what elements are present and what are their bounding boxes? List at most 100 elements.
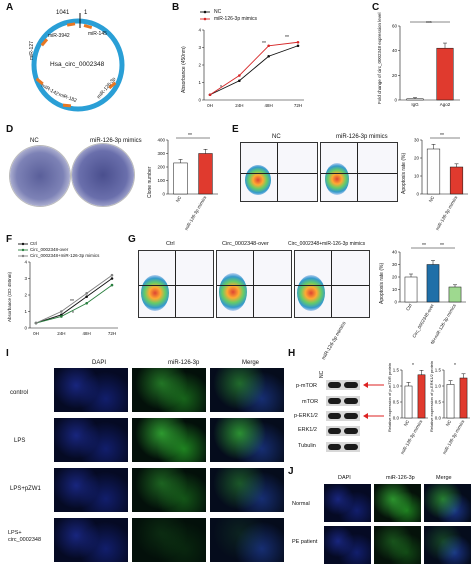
mirna-label-3942: miR-3942	[48, 33, 70, 39]
panel-f: 0 1 2 3 4 0H 24H 48H 72H Ctrl Circ_0002348-over …	[7, 240, 124, 344]
chart-b-ytick-label: 1	[198, 80, 201, 85]
chart-b-series-line	[209, 41, 299, 96]
legend-f-combo: Circ_0002348+miR-126-3p mimics	[30, 253, 100, 258]
circ-ring	[31, 18, 125, 112]
chart-g-xtick-label: Ctrl	[405, 303, 413, 312]
panel-letter-c: C	[372, 2, 380, 13]
legend-b-mimics-marker	[203, 17, 207, 21]
chart-d-bar	[198, 153, 213, 195]
chart-e-ytick-label: 0	[416, 192, 419, 197]
chart-c-xtick-label: IgG	[411, 102, 419, 107]
chart-g-bar	[448, 286, 462, 303]
panel-a-schematic: 1041 1 Hsa_circ_0002348 miR-145 miR-3942…	[18, 10, 138, 120]
sig-g-1: **	[422, 243, 426, 249]
legend-b-nc-marker	[203, 10, 207, 14]
band-label-tubulin: Tubulin	[298, 443, 316, 449]
flow-plot-g-over	[216, 250, 292, 318]
panel-i: DAPI miR-126-3p Merge control LPS LPS+pZ…	[8, 356, 284, 566]
chart-b-svg: 0 1 2 3 4 0H 24H 48H 72H	[198, 10, 304, 108]
chart-d-xtick-label: NC	[175, 194, 183, 203]
chart-b-ytick-label: 4	[198, 28, 201, 33]
micrograph-i-image-r2-c1	[132, 468, 206, 512]
band-label-erk: ERK1/2	[298, 427, 317, 433]
chart-f-series-point	[34, 321, 38, 325]
chart-f-ytick-label: 1	[24, 309, 27, 314]
micrograph-j-image-r0-c0	[324, 484, 371, 522]
col-i-mir: miR-126-3p	[168, 360, 200, 366]
chart-e-bar	[426, 148, 441, 195]
chart-b-series-point	[296, 40, 300, 44]
sig-h1: *	[412, 363, 414, 369]
chart-h1-bar	[404, 385, 413, 419]
chart-f-series-point	[85, 301, 88, 305]
chart-d-ytick-label: 300	[157, 151, 165, 156]
micrograph-i-image-r3-c1	[132, 518, 206, 562]
western-blot	[326, 380, 360, 458]
chart-g-ytick-label: 10	[392, 287, 398, 292]
mirna-label-145: miR-145	[88, 31, 107, 37]
panel-letter-j: J	[288, 466, 294, 477]
chart-d-ytick-label: 100	[157, 178, 165, 183]
flow-plot-g-ctrl	[138, 250, 214, 318]
label-e-nc: NC	[272, 134, 281, 140]
chart-f-series-line	[35, 278, 113, 324]
chart-d-bar	[173, 162, 188, 195]
legend-f-over: Circ_0002348-over	[30, 247, 69, 252]
micrograph-j-image-r1-c1	[374, 526, 421, 564]
chart-f-series-point	[85, 295, 88, 298]
panel-letter-b: B	[172, 2, 180, 13]
panel-letter-a: A	[6, 2, 14, 13]
micrograph-grid-j	[324, 484, 472, 566]
label-g-over: Circ_0002348-over	[222, 241, 269, 247]
mirna-site-5	[62, 103, 72, 108]
legend-f-ctrl: Ctrl	[30, 241, 37, 246]
row-i-control: control	[10, 390, 29, 396]
micrograph-i-image-r2-c0	[54, 468, 128, 512]
ylabel-d: Clone number	[147, 166, 153, 198]
row-j-pe: PE patient	[292, 539, 318, 545]
ylabel-h2: Relative expression of p-ERK1/2 protein	[429, 360, 434, 432]
panel-letter-h: H	[288, 348, 296, 359]
panel-letter-e: E	[232, 124, 239, 135]
flow-plot-g-combo	[294, 250, 370, 318]
ylabel-c: Fold change of circ_0002348 expression l…	[377, 12, 382, 104]
chart-f-series-line	[35, 274, 113, 324]
micrograph-i-image-r2-c2	[210, 468, 284, 512]
micrograph-j-image-r0-c1	[374, 484, 421, 522]
chart-f-ytick-label: 2	[24, 293, 27, 298]
chart-d-ytick-label: 200	[157, 165, 165, 170]
circ-ring-diagram	[31, 13, 125, 112]
panel-g: Ctrl Circ_0002348-over Circ_0002348+miR-…	[136, 240, 472, 344]
micrograph-i-image-r1-c1	[132, 418, 206, 462]
panel-b: 0 1 2 3 4 0H 24H 48H 72H NC miR-126-3p mimics Ab…	[180, 8, 310, 120]
panel-e: NC miR-126-3p mimics 0 10 20 30 NC miR-126-3p…	[240, 132, 472, 232]
panel-c: 0 20 40 60 IgG Ago2 Fold change of circ_00023…	[377, 8, 468, 120]
flow-plot-e-mimics	[320, 142, 398, 202]
chart-g-bar	[404, 276, 418, 303]
position-1: 1	[84, 10, 88, 16]
chart-b-xtick-label: 72H	[294, 103, 302, 108]
chart-c-xtick-label: Ago2	[440, 102, 451, 107]
chart-h2-bar	[446, 384, 455, 419]
micrograph-i-image-r0-c2	[210, 368, 284, 412]
flow-density-g-ctrl	[141, 275, 169, 311]
chart-f-series-point	[110, 283, 114, 287]
col-j-merge: Merge	[436, 475, 452, 481]
chart-h1-ytick-label: 0.0	[393, 416, 400, 421]
chart-c-bar	[406, 98, 424, 101]
col-j-mir: miR-126-3p	[386, 475, 415, 481]
micrograph-j-image-r0-c2	[424, 484, 471, 522]
chart-h1-ytick-label: 0.5	[393, 400, 400, 405]
chart-e-xtick-label: miR-126-3p mimics	[435, 194, 459, 231]
chart-c-bar	[436, 47, 454, 101]
chart-e-ytick-label: 10	[414, 174, 420, 179]
mirna-site-2	[83, 23, 93, 29]
legend-b-nc: NC	[214, 9, 222, 15]
flow-density-g-combo	[297, 275, 325, 311]
sig-b-2: **	[262, 41, 266, 47]
chart-f-series-point	[110, 273, 114, 277]
chart-b-series-point	[296, 44, 300, 48]
chart-f-series-point	[60, 310, 63, 313]
flow-density-g-over	[219, 273, 247, 311]
